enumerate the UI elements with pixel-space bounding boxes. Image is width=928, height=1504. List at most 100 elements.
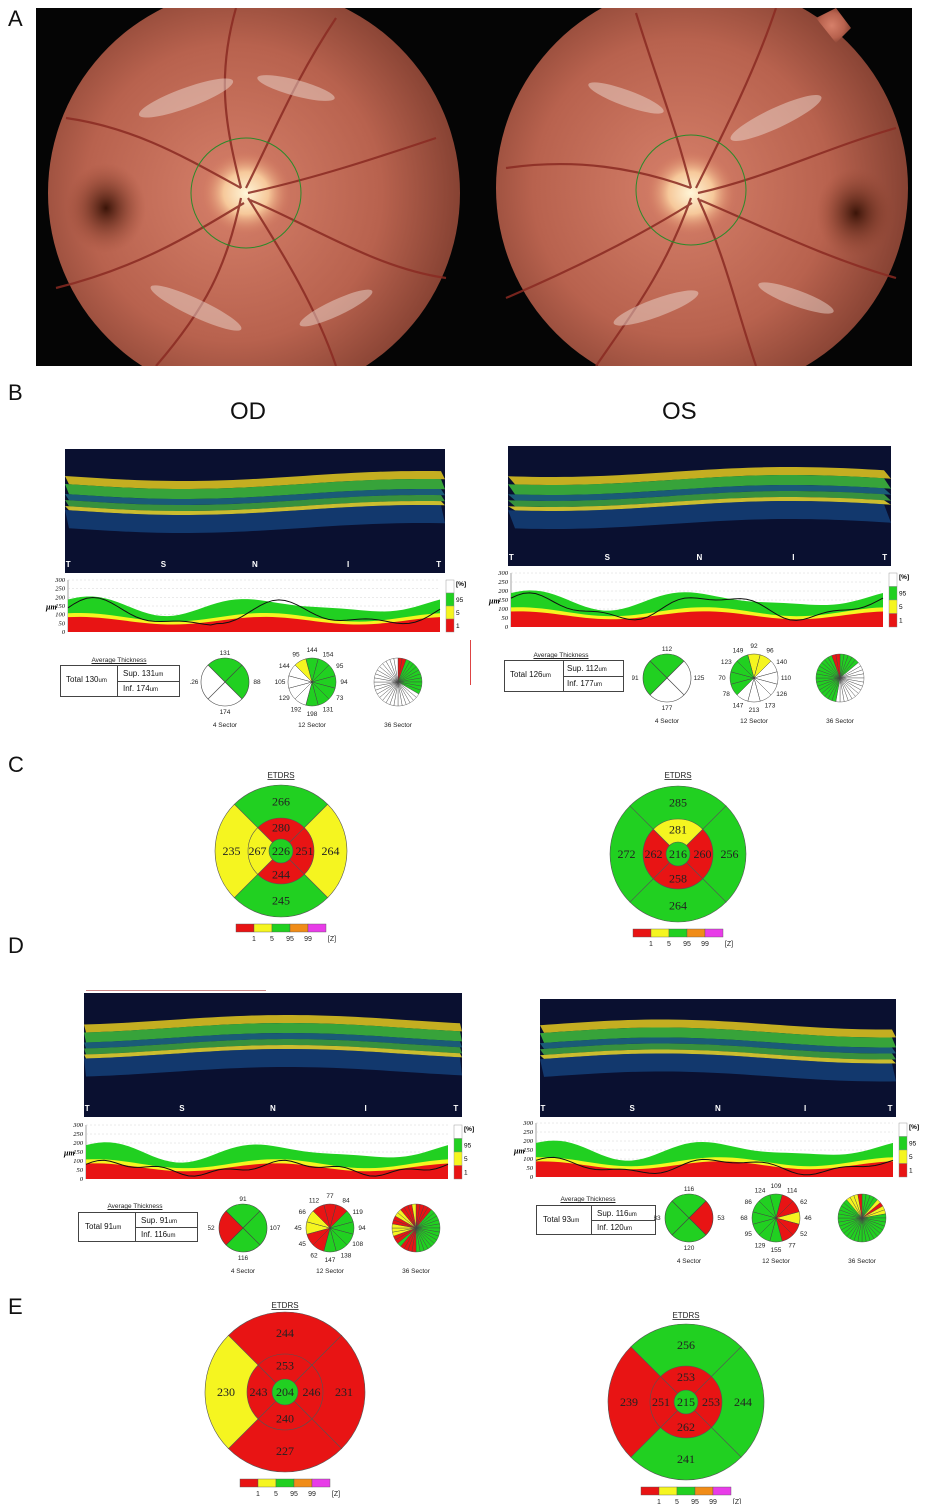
total-value: 93 <box>562 1215 572 1224</box>
z-legend-unit: [Z] <box>733 1499 741 1504</box>
oct-tick-label: S <box>160 560 167 569</box>
etdrs-inner-sector <box>677 828 714 880</box>
z-legend-label: 1 <box>657 1499 661 1504</box>
sector-12-value: 45 <box>299 1241 307 1248</box>
etdrs-outer-value-top: 244 <box>276 1326 294 1340</box>
sector-12-value: 119 <box>353 1209 364 1216</box>
sector-12-value: 95 <box>745 1231 753 1238</box>
percent-scale-segment <box>445 605 455 620</box>
sector-12-value: 66 <box>299 1209 307 1216</box>
z-legend-label: 5 <box>274 1491 278 1498</box>
sector-36-wedge <box>857 1193 863 1219</box>
sector-4-wedge <box>688 1200 714 1236</box>
z-legend-label: 99 <box>304 936 312 943</box>
sector-4-value: 174 <box>220 709 231 716</box>
total-value: 126 <box>529 670 543 679</box>
total-unit: um <box>542 673 551 679</box>
sector-12-value: 144 <box>279 663 290 670</box>
y-axis-tick: 0 <box>530 1174 534 1181</box>
sector-12-value: 92 <box>750 643 758 650</box>
sector-12-value: 124 <box>755 1187 766 1194</box>
sector-12-value: 94 <box>358 1225 366 1232</box>
percent-scale-label: 5 <box>899 604 903 611</box>
etdrs-inner-sector <box>246 1364 286 1420</box>
measured-thickness-line <box>535 1156 894 1176</box>
panel-label-d: D <box>8 933 24 958</box>
sector-12-value: 154 <box>323 651 334 658</box>
oct-tick-label: I <box>792 553 795 562</box>
sector-12-value: 144 <box>307 647 318 654</box>
retina-layer <box>84 1039 462 1055</box>
percent-scale-segment <box>453 1165 463 1180</box>
y-axis-tick: 250 <box>498 579 509 586</box>
thickness-profile-os-d: 300 250 200 150 100 50 0 μm [%] 95 5 1 <box>513 1120 919 1181</box>
etdrs-inner-value-right: 251 <box>296 844 314 858</box>
y-axis-tick: 50 <box>502 615 509 622</box>
avg-thickness-box-od: Total 130um Sup. 131um Inf. 174um <box>60 665 180 697</box>
sup-unit: um <box>598 667 607 673</box>
sector-12-label: 12 Sector <box>298 722 327 729</box>
percent-scale-label: 5 <box>464 1156 468 1163</box>
etdrs-outer-value-bottom: 264 <box>669 899 687 913</box>
percent-scale-label: 5 <box>456 610 460 617</box>
z-legend-swatch <box>307 923 327 933</box>
avg-thickness-box-od-d: Total 91um Sup. 91um Inf. 116um <box>78 1212 198 1242</box>
sector-36-label: 36 Sector <box>848 1258 877 1265</box>
etdrs-inner-sector <box>280 827 315 875</box>
measured-thickness-line <box>67 596 441 626</box>
etdrs-outer-sector <box>204 1335 286 1449</box>
z-legend-swatch <box>712 1486 732 1496</box>
sector-4-value: 52 <box>208 1225 215 1232</box>
sector-4-wedge <box>649 653 685 679</box>
y-axis-tick: 50 <box>77 1167 84 1174</box>
retina-layer <box>540 1037 896 1054</box>
z-legend-label: 99 <box>308 1491 316 1498</box>
avg-thickness-title: Average Thickness <box>107 1203 163 1210</box>
etdrs-inner-sector <box>284 1364 324 1420</box>
sector-12-value: 129 <box>755 1243 766 1250</box>
retina-layer <box>65 471 445 489</box>
panel-label-b: B <box>8 380 23 405</box>
oct-tick-label: T <box>436 560 442 569</box>
etdrs-title: ETDRS <box>267 771 294 780</box>
sector-12-value: 114 <box>787 1187 798 1194</box>
sector-4-wedge <box>200 664 226 700</box>
etdrs-outer-value-left: 230 <box>217 1385 235 1399</box>
sector-pies-od: 131881741264 Sector144154959473131198192… <box>190 647 423 729</box>
y-axis-tick: 50 <box>59 620 66 627</box>
retina-layer <box>65 501 445 515</box>
sector-4-wedge <box>225 1203 261 1229</box>
etdrs-outer-value-top: 256 <box>677 1338 695 1352</box>
percent-scale-title: [%] <box>909 1124 919 1131</box>
oct-bscan <box>508 446 891 566</box>
oct-tick-label: T <box>540 1104 546 1113</box>
inf-value: 120 <box>610 1223 624 1232</box>
etdrs-inner-value-right: 260 <box>694 847 712 861</box>
sector-4-value: 112 <box>662 646 673 653</box>
sector-12-wedge <box>294 658 313 683</box>
percent-scale-label: 1 <box>456 623 460 630</box>
z-legend-swatch <box>676 1486 696 1496</box>
abnormal-band <box>86 1163 448 1179</box>
percent-scale-label: 1 <box>899 618 903 625</box>
y-axis-tick: 0 <box>505 624 509 631</box>
z-legend-swatch <box>311 1478 331 1488</box>
sector-12-value: 68 <box>740 1215 748 1222</box>
sector-12-value: 126 <box>776 691 787 698</box>
etdrs-outer-value-top: 285 <box>669 796 687 810</box>
z-legend-swatch <box>694 1486 714 1496</box>
sector-4-wedge <box>224 664 250 700</box>
y-axis-tick: 250 <box>523 1129 534 1136</box>
retina-layer <box>540 1027 896 1048</box>
percent-scale-segment <box>445 579 455 594</box>
sector-12-value: 78 <box>723 691 731 698</box>
sector-4-value: 83 <box>654 1215 661 1222</box>
z-legend-swatch <box>668 928 688 938</box>
oct-tick-label: T <box>887 1104 893 1113</box>
z-legend-unit: [Z] <box>332 1491 340 1498</box>
inf-value: 174 <box>136 684 150 693</box>
sector-4-wedge <box>666 660 692 696</box>
etdrs-center-value: 204 <box>276 1385 294 1399</box>
